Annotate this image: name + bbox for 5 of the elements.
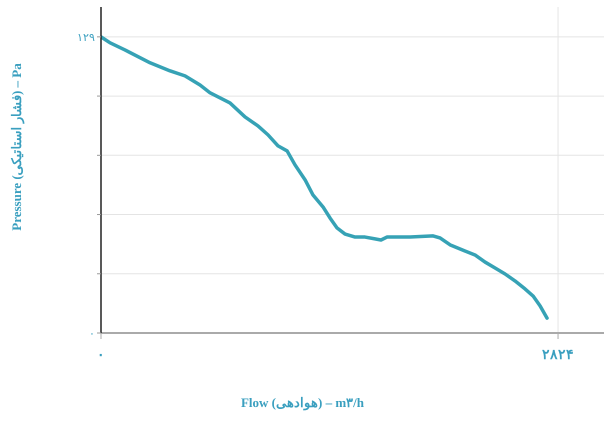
x-tick-label: ۲۸۲۴ [542, 348, 574, 363]
y-axis-title: Pressure (فشار استاتیکی) – Pa [8, 62, 25, 231]
y-tick-label: ۱۲۹ [77, 32, 95, 44]
line-series [101, 35, 549, 320]
x-axis-title: Flow (هوادهی) – m۳/h [240, 395, 365, 411]
